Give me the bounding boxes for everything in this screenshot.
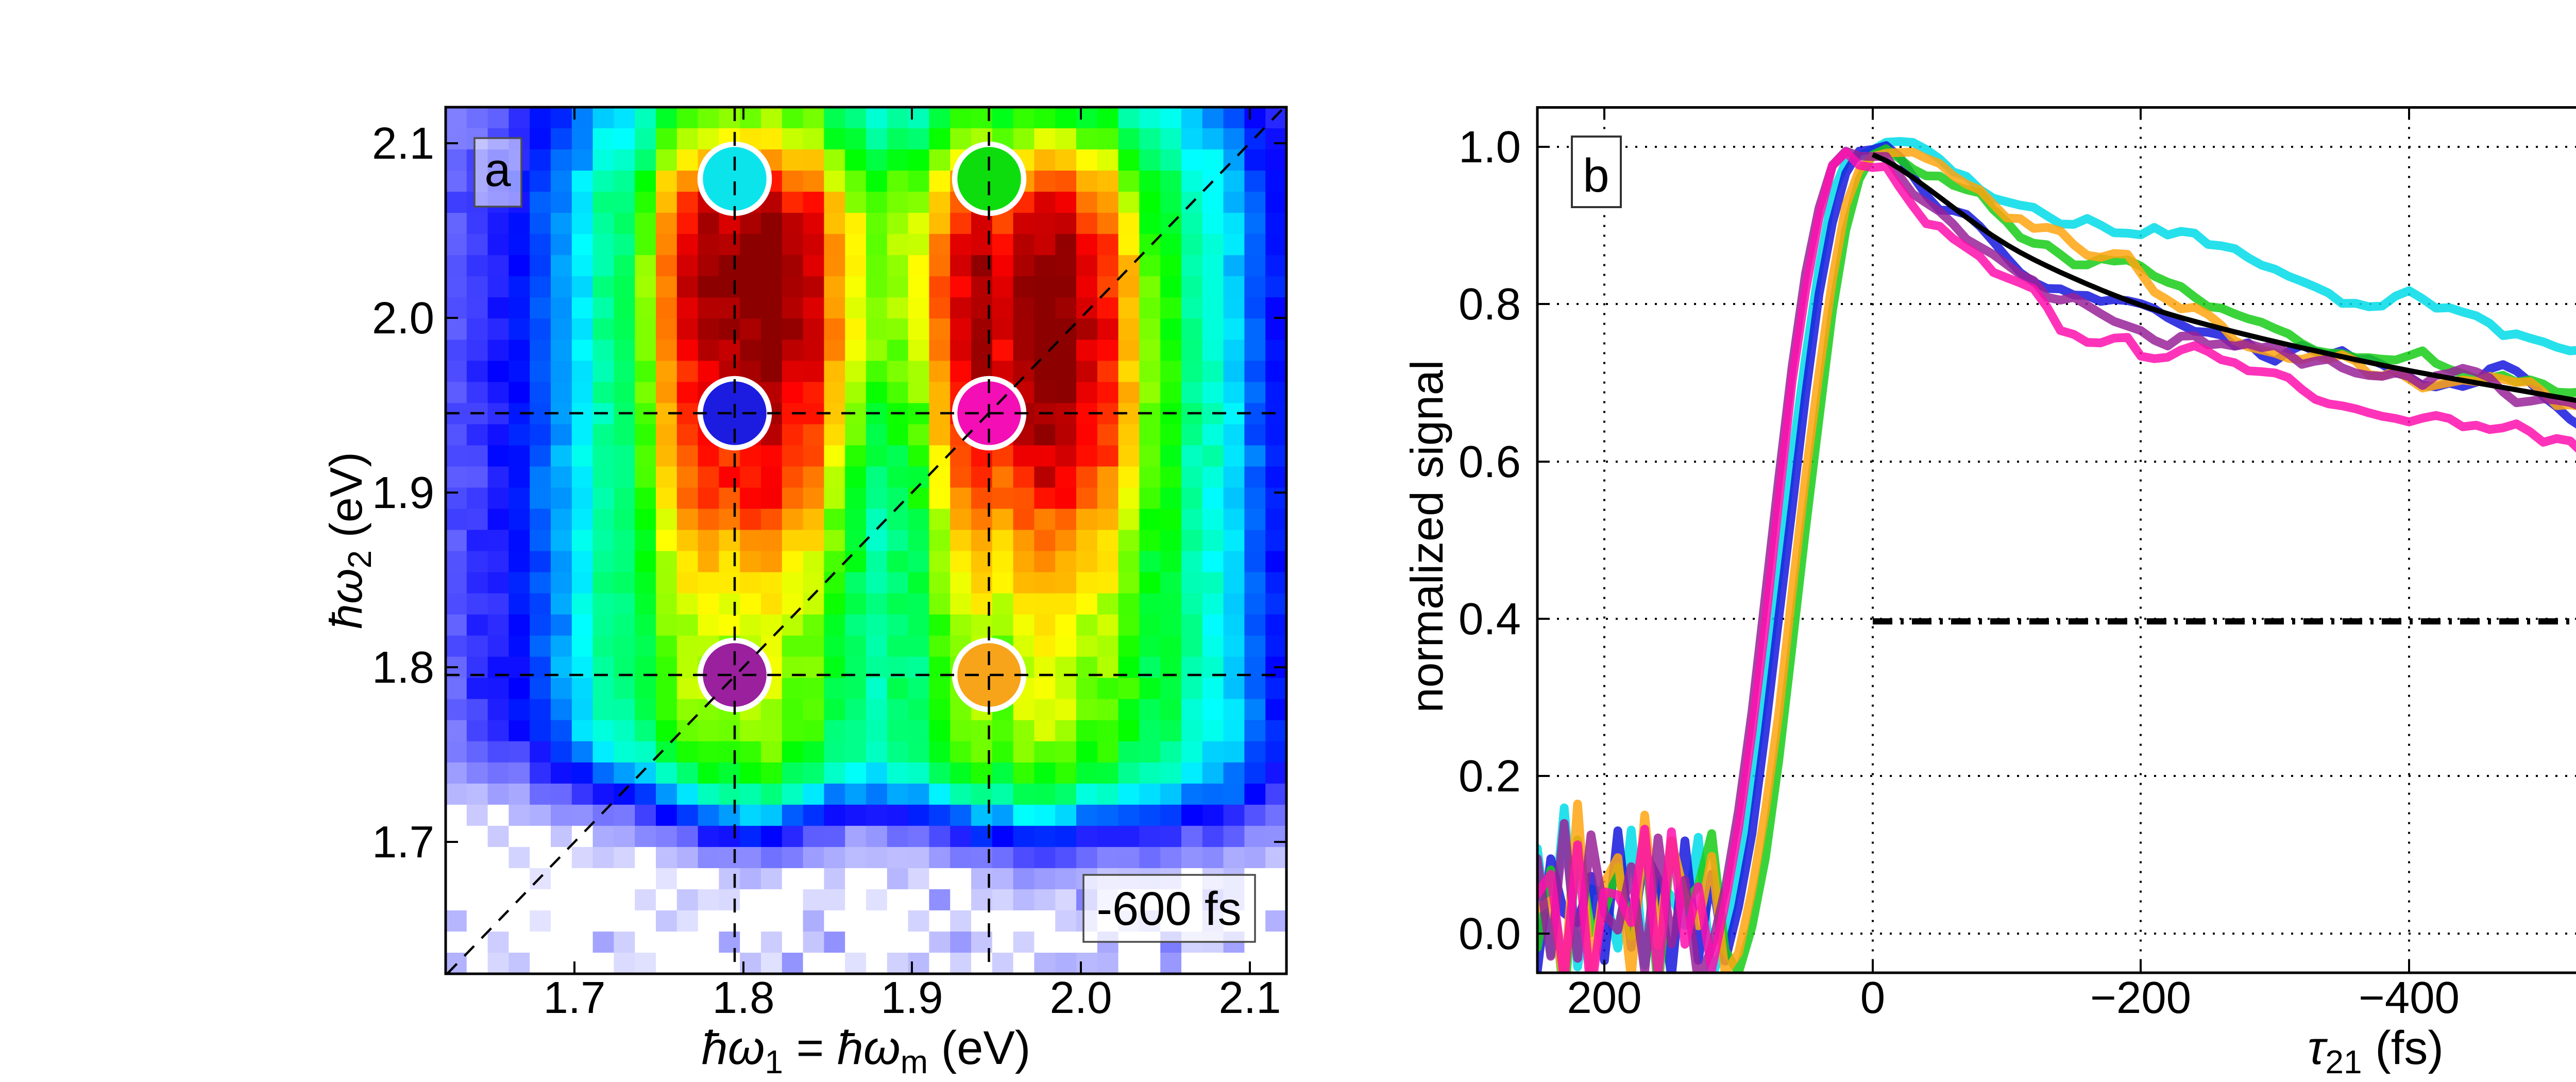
svg-text:0: 0 — [1860, 973, 1885, 1023]
svg-text:a: a — [484, 144, 511, 196]
svg-text:0.6: 0.6 — [1459, 437, 1521, 487]
svg-text:−400: −400 — [2359, 973, 2460, 1023]
svg-text:1.0: 1.0 — [1459, 122, 1521, 172]
svg-text:τ21 (fs): τ21 (fs) — [2308, 1022, 2444, 1080]
svg-text:0.4: 0.4 — [1459, 594, 1521, 644]
svg-text:200: 200 — [1567, 973, 1641, 1023]
svg-text:2.0: 2.0 — [1050, 973, 1112, 1023]
svg-text:0.0: 0.0 — [1459, 909, 1521, 959]
svg-text:2.0: 2.0 — [372, 293, 434, 343]
svg-text:1.7: 1.7 — [372, 817, 434, 867]
svg-text:−200: −200 — [2090, 973, 2191, 1023]
svg-text:ħω2 (eV): ħω2 (eV) — [320, 452, 378, 629]
svg-text:ħω1 = ħωm (eV): ħω1 = ħωm (eV) — [702, 1022, 1031, 1080]
svg-text:normalized signal: normalized signal — [1401, 360, 1452, 713]
svg-text:1.8: 1.8 — [713, 973, 775, 1023]
svg-text:0.8: 0.8 — [1459, 279, 1521, 329]
svg-text:1.8: 1.8 — [372, 643, 434, 692]
svg-text:1.9: 1.9 — [881, 973, 943, 1023]
svg-text:1.7: 1.7 — [544, 973, 606, 1023]
svg-text:2.1: 2.1 — [372, 119, 434, 168]
svg-text:2.1: 2.1 — [1219, 973, 1281, 1023]
svg-text:0.2: 0.2 — [1459, 751, 1521, 801]
svg-text:-600 fs: -600 fs — [1096, 883, 1241, 935]
svg-text:b: b — [1583, 149, 1609, 202]
svg-text:1.9: 1.9 — [372, 468, 434, 518]
